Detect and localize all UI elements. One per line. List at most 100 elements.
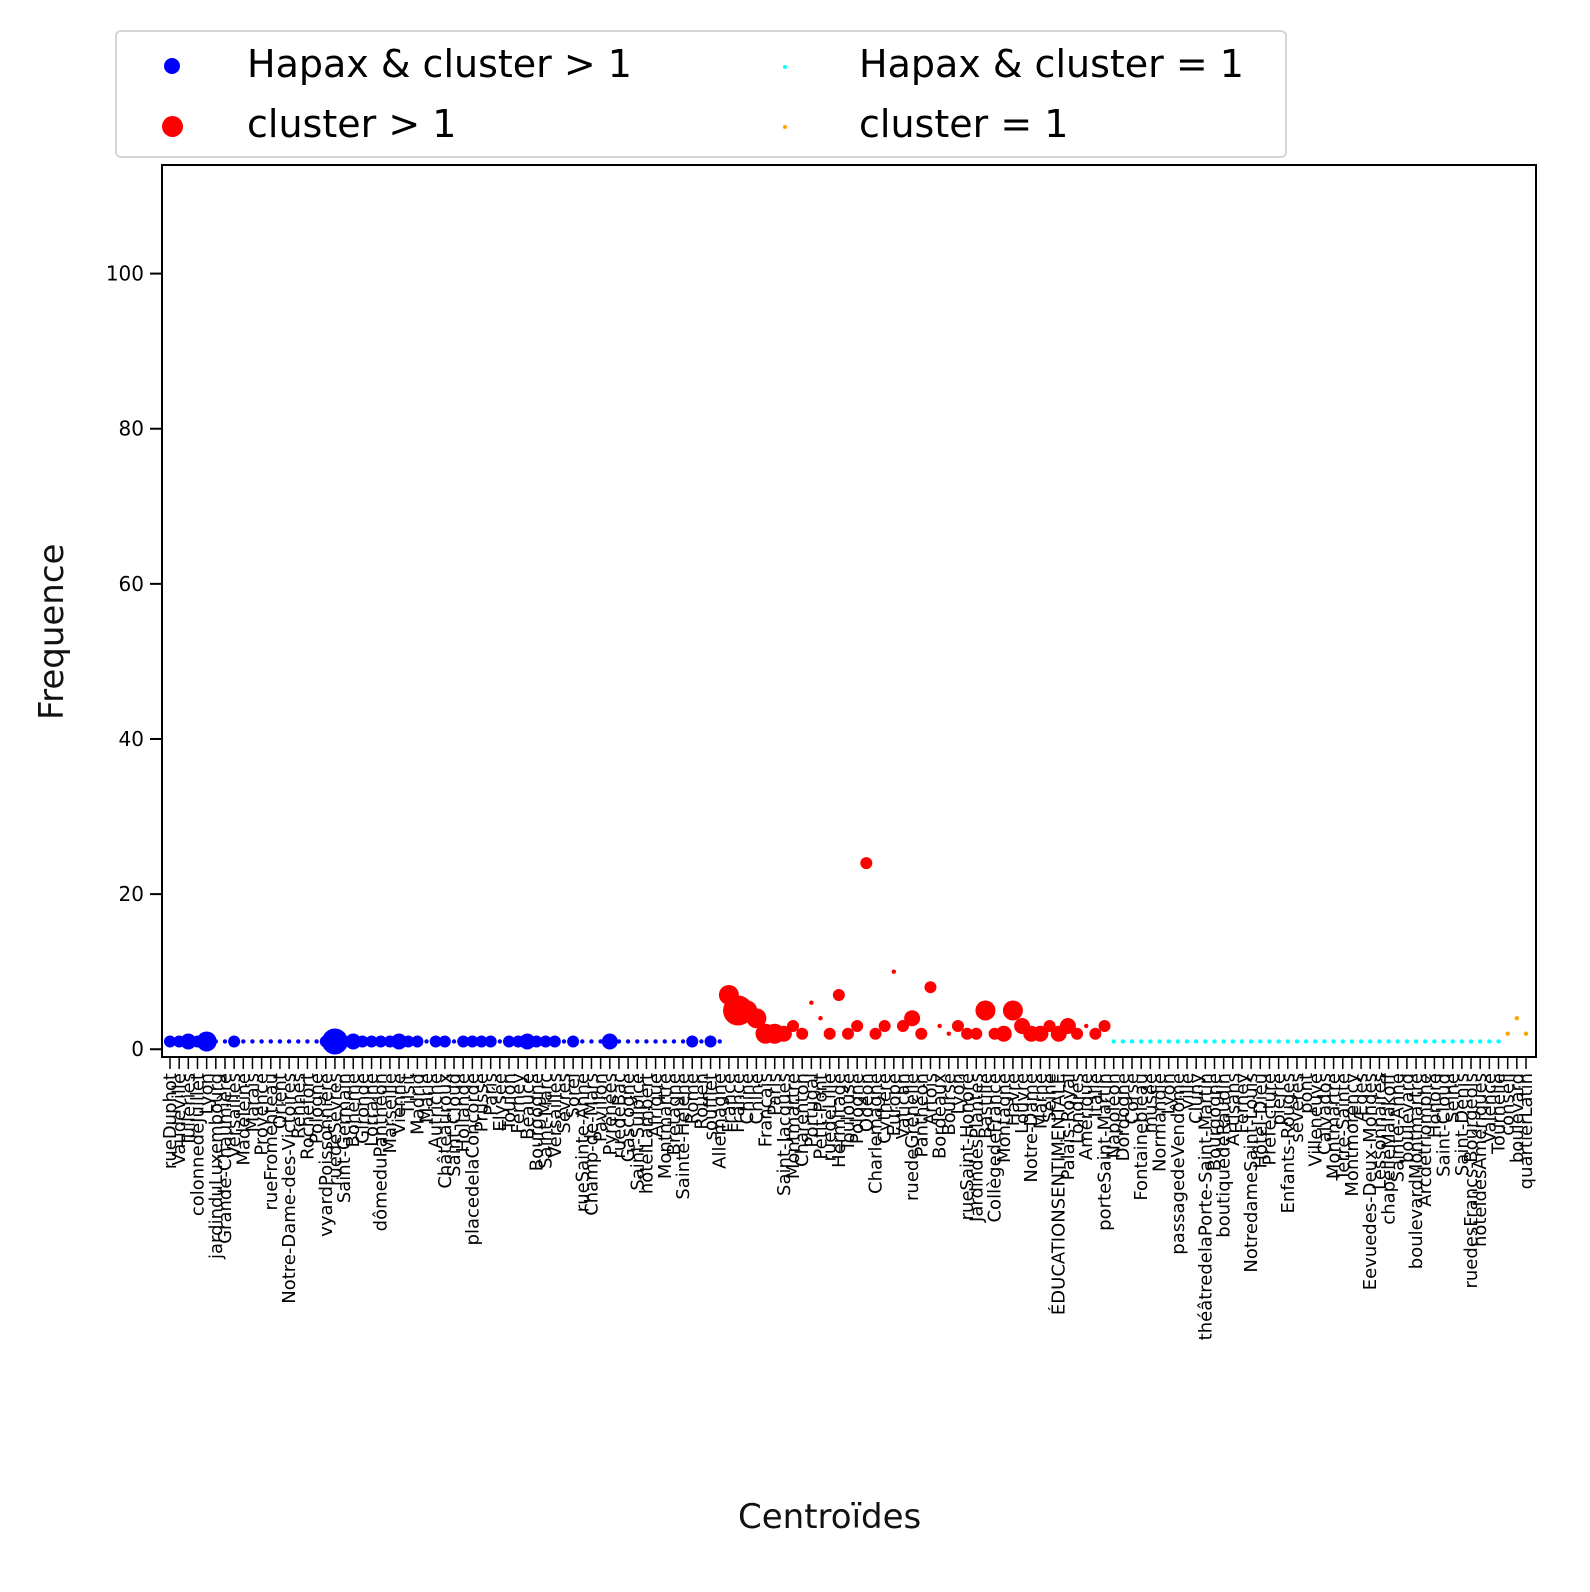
x-tick-label: ruedeLille <box>820 1073 841 1162</box>
data-point <box>1129 1039 1135 1044</box>
x-tick-label: Chine <box>737 1073 758 1124</box>
data-point <box>296 1039 301 1044</box>
x-axis-title: Centroïdes <box>738 1497 922 1537</box>
x-tick-label: Hermitage <box>829 1073 850 1168</box>
data-point <box>1496 1039 1501 1044</box>
x-tick-label: Napoléon <box>1104 1073 1125 1158</box>
data-point <box>775 1025 792 1042</box>
x-tick-label: Montmartre <box>655 1073 676 1179</box>
x-tick-label: Vaudeville <box>169 1073 190 1166</box>
data-point <box>411 1035 424 1048</box>
x-tick-label: boutiquedeRaudin <box>1214 1073 1235 1238</box>
data-point <box>1477 1039 1483 1044</box>
x-tick-label: Vatican <box>893 1073 914 1139</box>
data-point <box>580 1039 585 1044</box>
x-tick-label: sévères <box>1287 1073 1308 1143</box>
x-tick-label: Français <box>756 1073 777 1147</box>
data-point <box>717 1039 722 1044</box>
x-tick-label: Hôtel-Dieu <box>1250 1073 1271 1169</box>
x-tick-label: Eevuedes-Deux-Mondes <box>1360 1073 1381 1290</box>
x-tick-label: Prusse <box>472 1073 493 1132</box>
plot-layer <box>164 857 1529 1055</box>
data-point <box>851 1019 864 1032</box>
data-point <box>1248 1039 1254 1044</box>
x-tick-label: Gironde <box>352 1073 373 1144</box>
x-tick-label: rueFromenteau <box>261 1073 282 1211</box>
data-point <box>1450 1039 1455 1044</box>
x-tick-label: Saint-Marc <box>536 1073 557 1169</box>
x-tick-label: Versailles <box>224 1073 245 1158</box>
data-point <box>259 1039 264 1044</box>
data-point <box>1203 1039 1208 1044</box>
legend-marker-cluster-gt1 <box>162 116 183 137</box>
x-tick-label: Arcdetriomphe <box>1415 1073 1436 1207</box>
data-point <box>365 1035 378 1048</box>
x-tick-label: Artois <box>920 1073 941 1125</box>
series-0 <box>164 1028 722 1055</box>
data-point <box>860 857 873 870</box>
x-tick-label: Portugal <box>801 1073 822 1148</box>
x-tick-label: Châteauroux <box>435 1073 456 1189</box>
data-point <box>1423 1039 1428 1044</box>
x-tick-label: musée <box>1140 1073 1161 1133</box>
data-point <box>904 1010 921 1027</box>
data-point <box>699 1039 704 1044</box>
x-tick-label: Paris <box>765 1073 786 1116</box>
x-tick-label: Saint-Cloud <box>444 1073 465 1177</box>
data-point <box>796 1027 809 1040</box>
data-point <box>497 1039 503 1044</box>
data-point <box>680 1039 686 1044</box>
data-point <box>466 1035 479 1048</box>
x-tick-label: rueDuphot <box>160 1073 181 1169</box>
data-point <box>1514 1016 1520 1021</box>
x-tick-label: ville <box>1177 1073 1198 1110</box>
x-tick-label: Bastille <box>975 1073 996 1139</box>
data-point <box>519 1033 536 1050</box>
legend: Hapax & cluster > 1 cluster > 1 Hapax & … <box>115 30 1287 158</box>
x-tick-label: Ferney <box>1232 1073 1253 1134</box>
data-point <box>1120 1039 1126 1044</box>
data-point <box>345 1033 362 1050</box>
data-point <box>180 1033 197 1050</box>
x-axis: rueDuphotVaudevilleTuileriescolonnedeJui… <box>160 1057 1537 1340</box>
x-tick-label: Autriche <box>426 1073 447 1149</box>
x-tick-label: Terre-Sainte <box>1333 1073 1354 1182</box>
data-point <box>1148 1039 1153 1044</box>
x-tick-label: Lyon <box>1159 1073 1180 1114</box>
x-tick-label: Palais-Royal <box>1058 1073 1079 1180</box>
data-point <box>438 1035 451 1048</box>
x-tick-label: Orient <box>270 1073 291 1129</box>
data-point <box>1404 1039 1410 1044</box>
x-tick-label: hôtelLambert <box>636 1073 657 1194</box>
data-point <box>662 1039 667 1044</box>
data-point <box>1267 1039 1272 1044</box>
x-tick-label: Grande-Chaumière <box>215 1073 236 1244</box>
x-tick-label: théâtredelaPorte-Saint-Martin <box>1195 1073 1216 1340</box>
data-point <box>1084 1023 1089 1029</box>
x-tick-label: CollègedeFrance <box>985 1073 1006 1223</box>
data-point <box>1468 1039 1474 1044</box>
x-tick-label: Lorraine <box>362 1073 383 1147</box>
data-point <box>457 1035 470 1048</box>
x-tick-label: Notre-Dame <box>1021 1073 1042 1183</box>
data-point <box>961 1027 974 1040</box>
data-point <box>1413 1039 1419 1044</box>
x-tick-label: ruedesFrancs-Bourgeois <box>1461 1073 1482 1289</box>
x-tick-label: chapelleMalakoff <box>1379 1072 1400 1224</box>
data-point <box>424 1039 429 1044</box>
data-point <box>241 1039 246 1044</box>
x-tick-label: Petit-Pont <box>811 1073 832 1160</box>
data-point <box>1138 1039 1144 1044</box>
x-tick-label: pont <box>1296 1073 1317 1114</box>
data-point <box>277 1039 283 1044</box>
x-tick-label: Londres <box>1067 1073 1088 1144</box>
x-tick-label: Sainte-Hélène <box>673 1073 694 1200</box>
x-tick-label: Marseille <box>380 1073 401 1154</box>
data-point <box>503 1035 515 1048</box>
data-point <box>286 1039 292 1044</box>
x-tick-label: Bourgogne <box>526 1073 547 1171</box>
x-tick-label: boulevard <box>1507 1073 1528 1163</box>
x-tick-label: Prefecture <box>1259 1073 1280 1165</box>
x-tick-label: pierre <box>1269 1073 1290 1126</box>
x-tick-label: Lyon <box>948 1073 969 1114</box>
